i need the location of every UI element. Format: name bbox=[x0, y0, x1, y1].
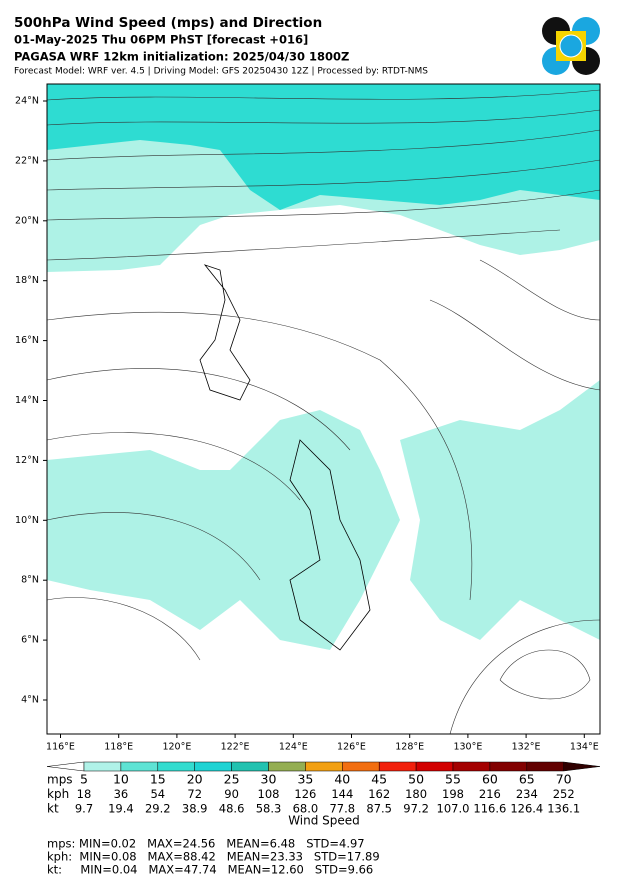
colorbar-value: 90 bbox=[224, 787, 239, 801]
colorbar-segment bbox=[120, 761, 159, 772]
colorbar-value: 144 bbox=[331, 787, 353, 801]
unit-label: kt bbox=[47, 802, 59, 816]
stats-line: mps: MIN=0.02 MAX=24.56 MEAN=6.48 STD=4.… bbox=[47, 837, 365, 851]
colorbar-segment bbox=[452, 761, 491, 772]
lat-tick-label: 4°N bbox=[21, 695, 39, 706]
lon-tick-label: 118°E bbox=[104, 742, 133, 753]
colorbar-label: Wind Speed bbox=[288, 814, 360, 828]
title: 500hPa Wind Speed (mps) and Direction bbox=[14, 15, 322, 31]
lat-tick-label: 22°N bbox=[15, 155, 39, 166]
colorbar-segment bbox=[305, 761, 343, 772]
lat-tick-label: 24°N bbox=[15, 96, 39, 107]
colorbar-value: 58.3 bbox=[256, 802, 282, 816]
subtitle: 01-May-2025 Thu 06PM PhST [forecast +016… bbox=[14, 33, 308, 47]
colorbar-value: 126 bbox=[294, 787, 316, 801]
colorbar-value: 55 bbox=[445, 772, 461, 787]
colorbar-segment bbox=[83, 761, 122, 772]
colorbar-value: 162 bbox=[368, 787, 390, 801]
colorbar-value: 36 bbox=[114, 787, 129, 801]
colorbar-value: 30 bbox=[261, 772, 277, 787]
colorbar-value: 54 bbox=[150, 787, 165, 801]
lon-tick-label: 128°E bbox=[395, 742, 424, 753]
lat-tick-label: 10°N bbox=[15, 515, 39, 526]
colorbar-value: 25 bbox=[224, 772, 240, 787]
colorbar-value: 10 bbox=[113, 772, 129, 787]
colorbar-value: 68.0 bbox=[293, 802, 319, 816]
lat-tick-label: 6°N bbox=[21, 635, 39, 646]
colorbar-value: 35 bbox=[297, 772, 313, 787]
unit-label: mps bbox=[47, 773, 73, 787]
colorbar-value: 72 bbox=[187, 787, 202, 801]
colorbar-value: 20 bbox=[187, 772, 203, 787]
colorbar-value: 15 bbox=[150, 772, 166, 787]
colorbar-value: 97.2 bbox=[403, 802, 429, 816]
subtitle: PAGASA WRF 12km initialization: 2025/04/… bbox=[14, 50, 349, 64]
colorbar-segment bbox=[563, 761, 601, 772]
lon-tick-label: 132°E bbox=[512, 742, 541, 753]
colorbar-segment bbox=[378, 761, 417, 772]
colorbar-value: 87.5 bbox=[366, 802, 392, 816]
colorbar-value: 116.6 bbox=[473, 802, 506, 816]
lon-tick-label: 134°E bbox=[570, 742, 599, 753]
lat-tick-label: 16°N bbox=[15, 335, 39, 346]
colorbar-value: 9.7 bbox=[75, 802, 93, 816]
colorbar-segment bbox=[157, 761, 195, 772]
colorbar-segment bbox=[489, 761, 528, 772]
stats-line: kph: MIN=0.08 MAX=88.42 MEAN=23.33 STD=1… bbox=[47, 850, 380, 864]
model-info: Forecast Model: WRF ver. 4.5 | Driving M… bbox=[14, 67, 428, 77]
colorbar-segment bbox=[194, 761, 232, 772]
colorbar-value: 77.8 bbox=[329, 802, 355, 816]
colorbar-value: 252 bbox=[553, 787, 575, 801]
colorbar-value: 48.6 bbox=[219, 802, 245, 816]
colorbar-segment bbox=[231, 761, 269, 772]
lat-tick-label: 8°N bbox=[21, 575, 39, 586]
map bbox=[46, 83, 601, 735]
lon-tick-label: 116°E bbox=[46, 742, 75, 753]
colorbar-value: 216 bbox=[479, 787, 501, 801]
lon-tick-label: 122°E bbox=[221, 742, 250, 753]
colorbar-value: 40 bbox=[334, 772, 350, 787]
colorbar-value: 234 bbox=[516, 787, 538, 801]
colorbar-value: 29.2 bbox=[145, 802, 171, 816]
colorbar-segment bbox=[46, 761, 85, 772]
colorbar-segment bbox=[268, 761, 306, 772]
stats-line: kt: MIN=0.04 MAX=47.74 MEAN=12.60 STD=9.… bbox=[47, 863, 373, 877]
colorbar-value: 136.1 bbox=[547, 802, 580, 816]
lon-tick-label: 126°E bbox=[337, 742, 366, 753]
lat-tick-label: 12°N bbox=[15, 455, 39, 466]
colorbar-segment bbox=[415, 761, 454, 772]
colorbar-value: 45 bbox=[371, 772, 387, 787]
logo bbox=[542, 17, 600, 75]
colorbar-value: 19.4 bbox=[108, 802, 134, 816]
lat-tick-label: 14°N bbox=[15, 395, 39, 406]
colorbar-value: 107.0 bbox=[437, 802, 470, 816]
colorbar-value: 50 bbox=[408, 772, 424, 787]
colorbar-segment bbox=[526, 761, 564, 772]
colorbar-value: 38.9 bbox=[182, 802, 208, 816]
lon-tick-label: 124°E bbox=[279, 742, 308, 753]
colorbar-value: 108 bbox=[258, 787, 280, 801]
colorbar-value: 18 bbox=[77, 787, 92, 801]
colorbar-value: 70 bbox=[556, 772, 572, 787]
lon-tick-label: 130°E bbox=[453, 742, 482, 753]
lat-tick-label: 18°N bbox=[15, 275, 39, 286]
colorbar-segment bbox=[342, 761, 380, 772]
lon-tick-label: 120°E bbox=[162, 742, 191, 753]
colorbar-value: 126.4 bbox=[510, 802, 543, 816]
unit-label: kph bbox=[47, 787, 69, 801]
colorbar-value: 198 bbox=[442, 787, 464, 801]
colorbar-value: 5 bbox=[80, 772, 88, 787]
lat-tick-label: 20°N bbox=[15, 215, 39, 226]
colorbar-value: 180 bbox=[405, 787, 427, 801]
colorbar-value: 65 bbox=[519, 772, 535, 787]
colorbar-value: 60 bbox=[482, 772, 498, 787]
